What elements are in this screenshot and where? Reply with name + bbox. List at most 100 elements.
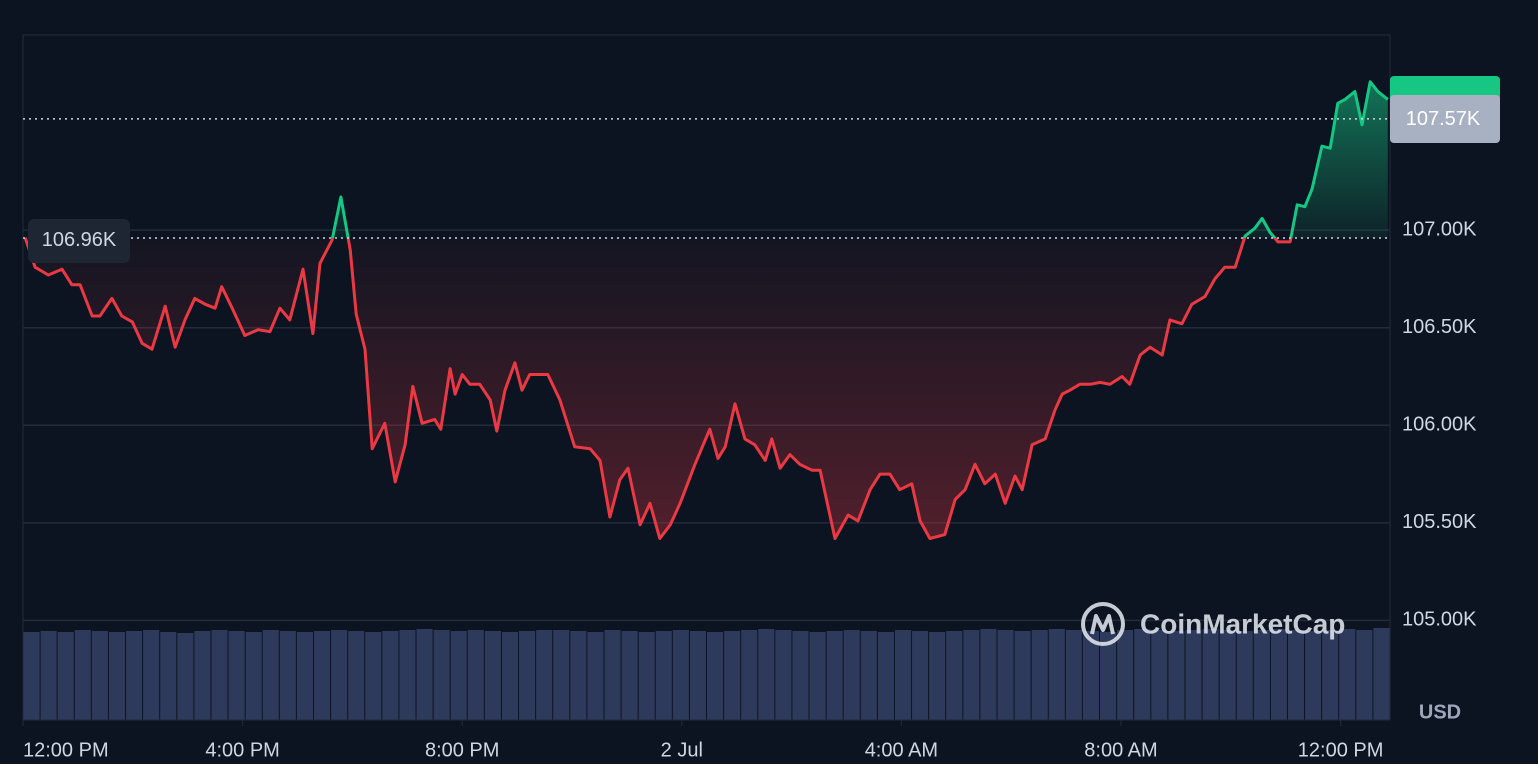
volume-bar	[792, 631, 809, 720]
volume-bar	[279, 631, 296, 720]
volume-bar	[382, 631, 399, 720]
x-tick-label: 12:00 PM	[23, 739, 109, 761]
volume-bar	[262, 630, 279, 720]
x-tick-label: 4:00 AM	[865, 739, 938, 761]
volume-bar	[689, 631, 706, 720]
volume-bar	[450, 631, 467, 720]
volume-bar	[23, 632, 40, 720]
volume-bar	[108, 632, 126, 720]
volume-bar	[348, 631, 365, 720]
volume-bar	[672, 630, 689, 720]
volume-bar	[1065, 630, 1082, 720]
volume-bar	[1082, 631, 1100, 720]
current-label: 107.57K	[1406, 108, 1481, 130]
volume-bar	[655, 631, 672, 720]
volume-bar	[809, 632, 826, 720]
volume-bar	[946, 631, 963, 720]
volume-bar	[194, 631, 211, 720]
volume-bar	[91, 631, 108, 720]
watermark: CoinMarketCap	[1081, 602, 1345, 646]
volume-bar	[826, 631, 843, 720]
volume-bar	[331, 630, 348, 720]
y-tick-label: 106.50K	[1402, 316, 1477, 338]
volume-bar	[1014, 631, 1031, 720]
reference-label: 106.96K	[42, 229, 117, 251]
volume-bar	[1100, 632, 1117, 720]
volume-bar	[1117, 630, 1134, 720]
volume-bar	[997, 630, 1014, 720]
volume-bar	[467, 630, 484, 720]
series-layer: 106.96K 107.57K	[23, 76, 1500, 540]
volume-bar	[775, 630, 792, 720]
volume-bar	[587, 632, 604, 720]
volume-bar	[1185, 630, 1202, 720]
volume-bar	[604, 630, 621, 720]
volume-bar	[519, 631, 536, 720]
volume-bar	[724, 631, 741, 720]
current-badge	[1390, 95, 1500, 143]
volume-bar	[245, 632, 262, 720]
volume-bar	[707, 632, 724, 720]
volume-bar	[143, 630, 160, 720]
volume-bar	[1031, 630, 1048, 720]
volume-bar	[1202, 629, 1219, 720]
price-area	[25, 81, 1388, 539]
watermark-logo	[1081, 602, 1125, 646]
watermark-logo	[1090, 614, 1115, 635]
volume-bar	[860, 631, 877, 720]
x-tick-label: 12:00 PM	[1298, 739, 1384, 761]
volume-bar	[1253, 630, 1270, 720]
volume-bar	[1048, 629, 1065, 720]
volume-bar	[160, 632, 177, 720]
x-tick-label: 2 Jul	[661, 739, 703, 761]
volume-bar	[57, 632, 74, 720]
volume-bar	[929, 632, 946, 720]
x-tick-label: 4:00 PM	[205, 739, 279, 761]
volume-bar	[40, 631, 57, 720]
volume-bar	[1322, 630, 1339, 720]
volume-bar	[296, 632, 313, 720]
volume-bar	[758, 629, 775, 720]
price-line	[23, 80, 1389, 540]
volume-bar	[980, 629, 997, 720]
volume-bar	[741, 630, 758, 720]
watermark-text: CoinMarketCap	[1140, 608, 1345, 639]
volume-bar	[501, 632, 519, 720]
volume-bar	[877, 632, 894, 720]
plot-frame	[22, 34, 1391, 721]
volume-bar	[912, 631, 929, 720]
volume-bar	[228, 631, 245, 720]
volume-bar	[536, 630, 553, 720]
y-tick-label: 105.50K	[1402, 511, 1477, 533]
volume-bar	[1151, 630, 1168, 720]
volume-bar	[177, 633, 194, 720]
volume-bar	[416, 629, 433, 720]
volume-bar	[365, 632, 382, 720]
volume-bar	[1356, 630, 1373, 720]
volume-bar	[1236, 631, 1253, 720]
volume-bar	[894, 630, 912, 720]
volume-bar	[399, 630, 416, 720]
volume-bar	[638, 632, 655, 720]
volume-bar	[1339, 629, 1356, 720]
volume-bar	[211, 630, 228, 720]
volume-bar	[74, 630, 91, 720]
volume-bar	[621, 631, 638, 720]
volume-bar	[433, 630, 450, 720]
volume-bar	[570, 631, 587, 720]
volume-bar	[1270, 629, 1287, 720]
volume-bar	[313, 631, 331, 720]
currency-label: USD	[1419, 701, 1461, 723]
volume-bar	[1168, 631, 1185, 720]
y-tick-label: 107.00K	[1402, 218, 1477, 240]
volume-bar	[553, 630, 570, 720]
volume-bar	[484, 631, 501, 720]
y-tick-label: 105.00K	[1402, 609, 1477, 631]
volume-bar	[1373, 628, 1390, 720]
reference-badge	[28, 218, 130, 263]
volume-bar	[963, 630, 980, 720]
volume-bar	[1287, 630, 1305, 720]
y-tick-label: 106.00K	[1402, 414, 1477, 436]
volume-bar	[1219, 630, 1236, 720]
